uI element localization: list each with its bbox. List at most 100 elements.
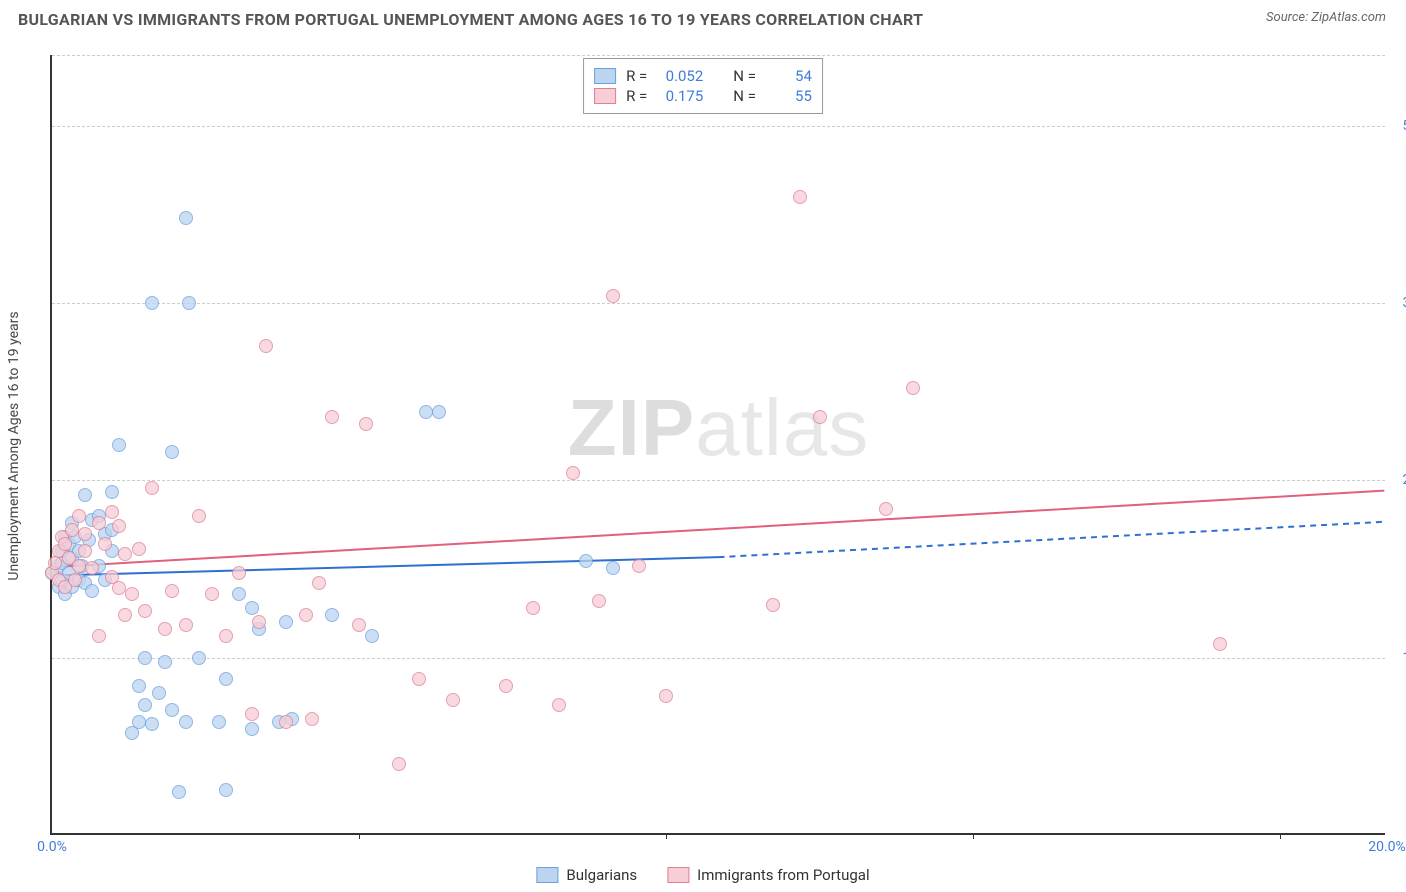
swatch-bulgarians	[594, 68, 616, 84]
data-point	[526, 601, 540, 615]
y-axis-label: Unemployment Among Ages 16 to 19 years	[6, 311, 22, 580]
data-point	[78, 544, 92, 558]
r-value: 0.052	[657, 67, 703, 85]
data-point	[132, 715, 146, 729]
source-credit: Source: ZipAtlas.com	[1266, 10, 1386, 25]
legend-item-portugal: Immigrants from Portugal	[667, 866, 869, 884]
data-point	[98, 537, 112, 551]
data-point	[259, 339, 273, 353]
stats-row-portugal: R = 0.175 N = 55	[594, 87, 812, 105]
data-point	[118, 608, 132, 622]
data-point	[212, 715, 226, 729]
data-point	[179, 211, 193, 225]
data-point	[68, 573, 82, 587]
y-tick-label: 50.0%	[1390, 118, 1406, 134]
y-tick-label: 12.5%	[1390, 650, 1406, 666]
data-point	[299, 608, 313, 622]
data-point	[325, 410, 339, 424]
y-tick-label: 25.0%	[1390, 472, 1406, 488]
data-point	[145, 296, 159, 310]
data-point	[219, 783, 233, 797]
data-point	[312, 576, 326, 590]
data-point	[419, 405, 433, 419]
data-point	[352, 618, 366, 632]
data-point	[579, 554, 593, 568]
data-point	[205, 587, 219, 601]
data-point	[72, 559, 86, 573]
data-point	[65, 523, 79, 537]
data-point	[132, 679, 146, 693]
data-point	[58, 537, 72, 551]
data-point	[446, 693, 460, 707]
data-point	[245, 601, 259, 615]
data-point	[165, 584, 179, 598]
n-value: 54	[766, 67, 812, 85]
data-point	[632, 559, 646, 573]
data-point	[165, 445, 179, 459]
data-point	[92, 516, 106, 530]
gridline	[52, 480, 1385, 481]
swatch-portugal	[594, 88, 616, 104]
data-point	[606, 289, 620, 303]
data-point	[132, 542, 146, 556]
r-label: R =	[626, 67, 647, 85]
data-point	[279, 715, 293, 729]
swatch-portugal	[667, 867, 689, 883]
data-point	[392, 757, 406, 771]
data-point	[85, 584, 99, 598]
data-point	[145, 717, 159, 731]
data-point	[325, 608, 339, 622]
data-point	[78, 488, 92, 502]
data-point	[412, 672, 426, 686]
gridline	[52, 126, 1385, 127]
data-point	[499, 679, 513, 693]
data-point	[906, 381, 920, 395]
r-value: 0.175	[657, 87, 703, 105]
data-point	[566, 466, 580, 480]
correlation-stats-legend: R = 0.052 N = 54 R = 0.175 N = 55	[583, 58, 823, 114]
chart-title: BULGARIAN VS IMMIGRANTS FROM PORTUGAL UN…	[18, 10, 923, 29]
series-legend: Bulgarians Immigrants from Portugal	[530, 864, 875, 886]
data-point	[172, 785, 186, 799]
data-point	[793, 190, 807, 204]
data-point	[105, 485, 119, 499]
n-value: 55	[766, 87, 812, 105]
data-point	[78, 527, 92, 541]
y-tick-label: 37.5%	[1390, 295, 1406, 311]
data-point	[219, 629, 233, 643]
data-point	[179, 618, 193, 632]
data-point	[659, 689, 673, 703]
data-point	[165, 703, 179, 717]
data-point	[552, 698, 566, 712]
data-point	[365, 629, 379, 643]
n-label: N =	[733, 87, 756, 105]
data-point	[232, 587, 246, 601]
watermark: ZIPatlas	[568, 382, 869, 474]
swatch-bulgarians	[536, 867, 558, 883]
data-point	[72, 509, 86, 523]
data-point	[105, 505, 119, 519]
data-point	[232, 566, 246, 580]
data-point	[152, 686, 166, 700]
data-point	[592, 594, 606, 608]
data-point	[85, 561, 99, 575]
x-tick-label: 20.0%	[1368, 839, 1406, 855]
stats-row-bulgarians: R = 0.052 N = 54	[594, 67, 812, 85]
scatter-plot: ZIPatlas 12.5%25.0%37.5%50.0%0.0%20.0%	[50, 55, 1385, 835]
data-point	[279, 615, 293, 629]
data-point	[252, 615, 266, 629]
n-label: N =	[733, 67, 756, 85]
data-point	[158, 655, 172, 669]
data-point	[305, 712, 319, 726]
data-point	[92, 629, 106, 643]
data-point	[879, 502, 893, 516]
data-point	[192, 651, 206, 665]
data-point	[112, 519, 126, 533]
data-point	[606, 561, 620, 575]
data-point	[245, 707, 259, 721]
data-point	[138, 698, 152, 712]
data-point	[179, 715, 193, 729]
r-label: R =	[626, 87, 647, 105]
gridline	[52, 303, 1385, 304]
data-point	[138, 651, 152, 665]
